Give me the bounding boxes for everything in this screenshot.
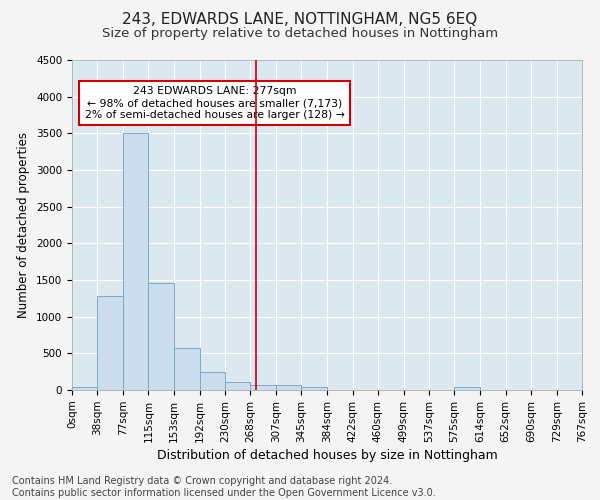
- Bar: [148, 283, 174, 390]
- Bar: [200, 372, 225, 390]
- Bar: [225, 382, 250, 390]
- Bar: [174, 348, 200, 390]
- X-axis label: Distribution of detached houses by size in Nottingham: Distribution of detached houses by size …: [157, 449, 497, 462]
- Bar: [123, 134, 148, 390]
- Text: Size of property relative to detached houses in Nottingham: Size of property relative to detached ho…: [102, 28, 498, 40]
- Bar: [72, 387, 97, 390]
- Bar: [97, 296, 123, 390]
- Bar: [276, 384, 301, 390]
- Bar: [250, 384, 276, 390]
- Bar: [454, 386, 480, 390]
- Bar: [301, 386, 328, 390]
- Y-axis label: Number of detached properties: Number of detached properties: [17, 132, 31, 318]
- Text: Contains HM Land Registry data © Crown copyright and database right 2024.
Contai: Contains HM Land Registry data © Crown c…: [12, 476, 436, 498]
- Text: 243, EDWARDS LANE, NOTTINGHAM, NG5 6EQ: 243, EDWARDS LANE, NOTTINGHAM, NG5 6EQ: [122, 12, 478, 28]
- Text: 243 EDWARDS LANE: 277sqm
← 98% of detached houses are smaller (7,173)
2% of semi: 243 EDWARDS LANE: 277sqm ← 98% of detach…: [85, 86, 345, 120]
